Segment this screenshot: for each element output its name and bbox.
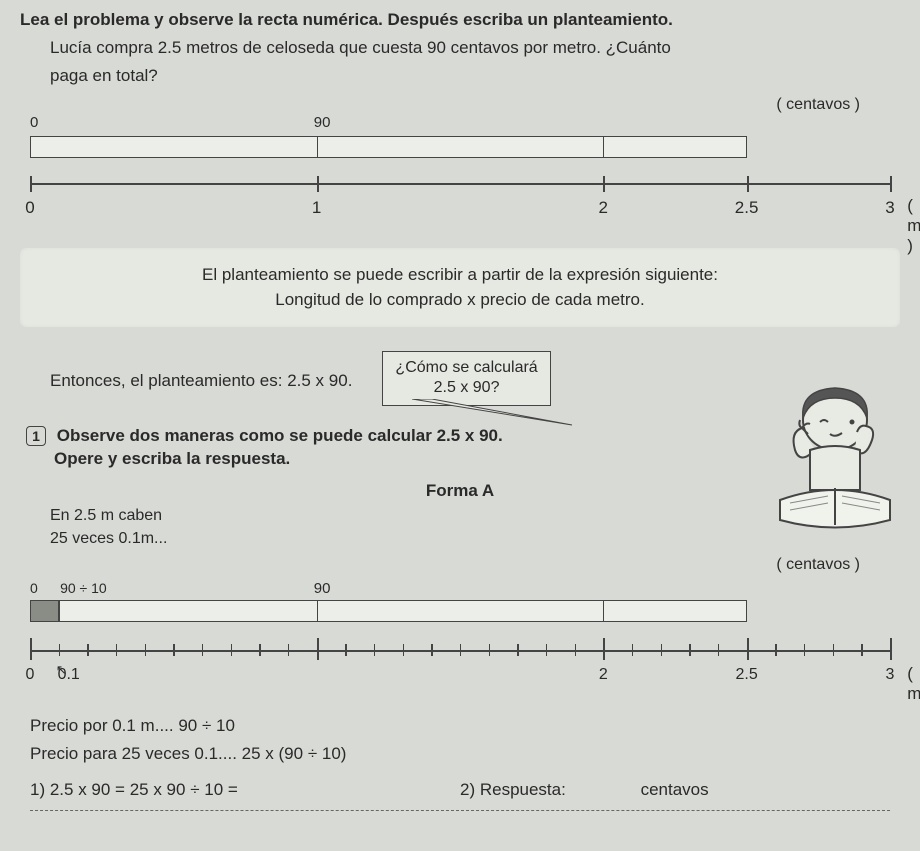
minor-tick [546, 644, 548, 656]
chart2-zero: 0 [30, 580, 38, 596]
bar2-div-2 [603, 600, 604, 622]
precio-line-1: Precio por 0.1 m.... 90 ÷ 10 [30, 716, 890, 736]
bar1-label-0: 0 [30, 114, 38, 131]
tick2-label: 3 [886, 666, 895, 684]
speech-line1: ¿Cómo se calculará [395, 358, 537, 379]
answer-q2-unit: centavos [641, 780, 709, 799]
tick-label: 2 [599, 198, 608, 218]
tick [30, 176, 32, 192]
axis1 [30, 183, 890, 185]
tick-label: 3 [885, 198, 894, 218]
tick [890, 176, 892, 192]
minor-tick [259, 644, 261, 656]
major-tick [890, 638, 892, 660]
minor-tick [345, 644, 347, 656]
chart2-unit-top: ( centavos ) [20, 556, 860, 574]
minor-tick [403, 644, 405, 656]
axis2-unit: ( metro [907, 664, 920, 704]
instruction-title: Lea el problema y observe la recta numér… [20, 10, 900, 30]
minor-tick [202, 644, 204, 656]
tick2-label: 0 [26, 666, 35, 684]
task-text1: Observe dos maneras como se puede calcul… [57, 426, 503, 445]
minor-tick [431, 644, 433, 656]
minor-tick [374, 644, 376, 656]
minor-tick [632, 644, 634, 656]
tick2-label: 2 [599, 666, 608, 684]
minor-tick [718, 644, 720, 656]
minor-tick [288, 644, 290, 656]
major-tick [603, 638, 605, 660]
explain-line1: El planteamiento se puede escribir a par… [60, 262, 860, 288]
minor-tick [59, 644, 61, 656]
answer-q2-label: 2) Respuesta: [460, 780, 566, 799]
minor-tick [775, 644, 777, 656]
chart1-unit-top: ( centavos ) [20, 96, 860, 114]
tick-label: 2.5 [735, 198, 759, 218]
major-tick [747, 638, 749, 660]
minor-tick [861, 644, 863, 656]
tick [747, 176, 749, 192]
tick-label: 0 [25, 198, 34, 218]
answer-q1: 1) 2.5 x 90 = 25 x 90 ÷ 10 = [30, 780, 460, 800]
tick [603, 176, 605, 192]
minor-tick [661, 644, 663, 656]
axis1-unit: ( metros ) [907, 196, 920, 256]
tick2-label: 2.5 [736, 666, 758, 684]
problem-line1: Lucía compra 2.5 metros de celoseda que … [50, 36, 900, 60]
speech-tail-icon [412, 399, 582, 429]
minor-tick [489, 644, 491, 656]
minor-tick [145, 644, 147, 656]
tick-label: 1 [312, 198, 321, 218]
chart2-small-label: 90 ÷ 10 [60, 580, 107, 596]
speech-bubble: ¿Cómo se calculará 2.5 x 90? [382, 351, 550, 407]
minor-tick [517, 644, 519, 656]
minor-tick [173, 644, 175, 656]
bar1-div-1 [317, 136, 318, 158]
minor-tick [689, 644, 691, 656]
bar2-first-seg [30, 600, 59, 622]
up-arrow-icon: ↖ [56, 662, 67, 678]
minor-tick [116, 644, 118, 656]
bar2-rest [59, 600, 747, 622]
problem-line2: paga en total? [50, 64, 900, 88]
major-tick [317, 638, 319, 660]
minor-tick [87, 644, 89, 656]
minor-tick [460, 644, 462, 656]
explanation-box: El planteamiento se puede escribir a par… [20, 248, 900, 327]
minor-tick [575, 644, 577, 656]
kid-cartoon-icon [760, 370, 910, 550]
answer-row: 1) 2.5 x 90 = 25 x 90 ÷ 10 = 2) Respuest… [30, 780, 890, 811]
task-number-box: 1 [26, 426, 46, 446]
chart2-90: 90 [314, 580, 331, 597]
minor-tick [231, 644, 233, 656]
tick [317, 176, 319, 192]
bar1-div-2 [603, 136, 604, 158]
explain-line2: Longitud de lo comprado x precio de cada… [60, 287, 860, 313]
bar1-full [30, 136, 747, 158]
bar2-div-1 [317, 600, 318, 622]
answer-q2: 2) Respuesta: centavos [460, 780, 890, 800]
number-line-1: 0 90 0 1 2 2.5 3 ( metros ) [30, 118, 890, 228]
speech-line2: 2.5 x 90? [395, 378, 537, 399]
bar1-label-90: 90 [314, 114, 331, 131]
precio-line-2: Precio para 25 veces 0.1.... 25 x (90 ÷ … [30, 744, 890, 764]
major-tick [30, 638, 32, 660]
minor-tick [804, 644, 806, 656]
minor-tick [833, 644, 835, 656]
entonces-text: Entonces, el planteamiento es: 2.5 x 90. [50, 371, 352, 391]
number-line-2: 0 90 ÷ 10 90 ▾ 0 0.1 2 2.5 3 ↖ ( metro [30, 582, 890, 702]
